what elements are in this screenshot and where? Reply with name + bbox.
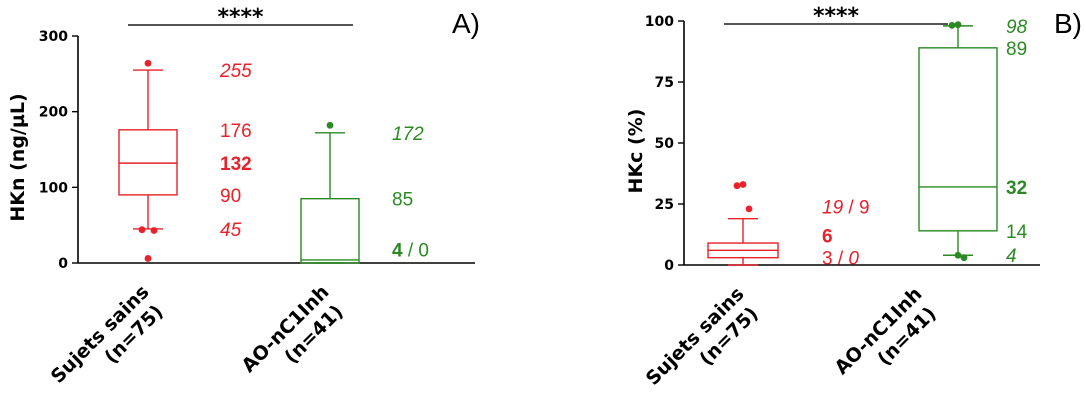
annotation-part: 4 [1006, 246, 1017, 267]
value-annotation: 14 [1006, 222, 1028, 243]
value-annotation: 89 [1006, 39, 1027, 60]
value-annotation: 6 [822, 227, 833, 248]
y-tick-label: 75 [655, 75, 674, 91]
box-group-1: 19 / 9 63 / 0 [707, 181, 870, 270]
y-axis-label: HKc (%) [625, 109, 647, 194]
annotation-part: 14 [1006, 222, 1028, 243]
outlier-point [960, 254, 968, 262]
outlier-point [144, 59, 152, 67]
outlier-point [144, 255, 152, 262]
y-tick-label: 0 [58, 256, 68, 272]
annotation-part: 45 [220, 220, 242, 241]
outlier-point [733, 182, 741, 190]
annotation-part: 132 [220, 154, 252, 175]
x-category-label: Sujets sains(n=75) [47, 281, 171, 405]
value-annotation: 98 [1006, 17, 1028, 38]
y-tick-label: 100 [39, 180, 68, 196]
outlier-point [150, 227, 158, 234]
outlier-point [954, 21, 962, 29]
annotation-part: 90 [220, 186, 241, 207]
annotation-part: 255 [219, 61, 252, 82]
box-iqr [118, 129, 178, 196]
x-category-label: Sujets sains(n=75) [642, 283, 766, 407]
value-annotation: 4 [1006, 246, 1017, 267]
box-iqr [300, 197, 360, 264]
value-annotation: 172 [392, 124, 424, 145]
y-tick-label: 100 [645, 14, 674, 30]
annotation-part: 32 [1006, 178, 1027, 199]
outlier-point [948, 21, 956, 29]
y-axis-label: HKn (ng/µL) [7, 93, 29, 221]
annotation-part: 0 [848, 249, 859, 270]
value-annotation: 19 / 9 [822, 197, 870, 218]
significance-label: **** [813, 4, 860, 29]
value-annotation: 85 [392, 190, 413, 211]
annotation-part: / 0 [403, 240, 429, 261]
value-annotation: 45 [220, 220, 242, 241]
outlier-point [326, 121, 334, 129]
chart-panel-1: 0 100 200 300 HKn (ng/µL) **** A) 255 176 132 90 45… [7, 5, 480, 405]
annotation-part: 85 [392, 190, 413, 211]
annotation-part: / [833, 249, 849, 270]
y-tick-label: 0 [664, 258, 674, 274]
y-tick-label: 25 [655, 197, 674, 213]
outlier-point [739, 181, 747, 188]
annotation-part: 19 [822, 197, 844, 218]
x-category-label: AO-nC1Inh(n=41) [830, 283, 943, 396]
value-annotation: 90 [220, 186, 241, 207]
annotation-part: 89 [1006, 39, 1027, 60]
box-iqr [918, 47, 998, 232]
x-category-label: AO-nC1Inh(n=41) [237, 281, 350, 394]
annotation-part: 176 [220, 121, 252, 142]
outlier-point [954, 251, 962, 259]
value-annotation: 132 [220, 154, 252, 175]
outlier-point [138, 226, 146, 234]
annotation-part: 98 [1006, 17, 1028, 38]
value-annotation: 176 [220, 121, 252, 142]
value-annotation: 4 / 0 [392, 240, 429, 261]
panel-label: B) [1054, 8, 1082, 39]
significance-label: **** [217, 5, 264, 30]
box-group-2: 172 85 4 / 0 [300, 121, 429, 264]
value-annotation: 32 [1006, 178, 1027, 199]
panel-label: A) [452, 8, 480, 39]
value-annotation: 255 [219, 61, 252, 82]
y-tick-label: 200 [39, 105, 68, 121]
annotation-part: 6 [822, 227, 833, 248]
annotation-part: / 9 [843, 197, 869, 218]
annotation-part: 3 [822, 249, 833, 270]
y-tick-label: 300 [39, 29, 68, 45]
value-annotation: 3 / 0 [822, 249, 859, 270]
y-tick-label: 50 [655, 136, 675, 152]
box-group-1: 255 176 132 90 45 [118, 59, 252, 262]
annotation-part: 172 [392, 124, 424, 145]
outlier-point [745, 205, 753, 213]
chart-panel-2: 0 25 50 75 100 HKc (%) **** B) 19 / 9 63 / 0 Sujet… [625, 4, 1082, 407]
annotation-part: 4 [392, 240, 403, 261]
